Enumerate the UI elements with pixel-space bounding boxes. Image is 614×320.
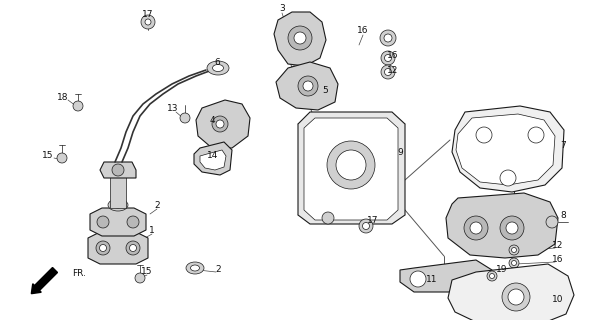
- Polygon shape: [88, 232, 148, 264]
- Circle shape: [141, 15, 155, 29]
- Circle shape: [380, 30, 396, 46]
- Ellipse shape: [212, 65, 223, 71]
- Text: 4: 4: [209, 116, 215, 124]
- Circle shape: [509, 258, 519, 268]
- Circle shape: [216, 120, 224, 128]
- Ellipse shape: [108, 199, 128, 211]
- Circle shape: [500, 170, 516, 186]
- Text: 16: 16: [357, 26, 369, 35]
- Circle shape: [528, 127, 544, 143]
- Circle shape: [384, 34, 392, 42]
- Polygon shape: [304, 118, 398, 220]
- Circle shape: [97, 216, 109, 228]
- Text: 12: 12: [553, 241, 564, 250]
- Circle shape: [509, 245, 519, 255]
- Text: 17: 17: [142, 10, 154, 19]
- Text: 18: 18: [57, 92, 69, 101]
- Polygon shape: [298, 112, 405, 224]
- Circle shape: [96, 241, 110, 255]
- Circle shape: [336, 150, 366, 180]
- Polygon shape: [274, 12, 326, 66]
- Circle shape: [500, 216, 524, 240]
- Text: 11: 11: [426, 276, 438, 284]
- Circle shape: [73, 101, 83, 111]
- Polygon shape: [110, 175, 126, 208]
- Circle shape: [294, 32, 306, 44]
- Circle shape: [546, 216, 558, 228]
- Text: 15: 15: [42, 150, 54, 159]
- Circle shape: [288, 26, 312, 50]
- Circle shape: [298, 76, 318, 96]
- Circle shape: [135, 273, 145, 283]
- Polygon shape: [196, 100, 250, 148]
- Text: 8: 8: [560, 211, 566, 220]
- Circle shape: [130, 244, 136, 252]
- Circle shape: [180, 113, 190, 123]
- Circle shape: [384, 54, 392, 61]
- Circle shape: [212, 116, 228, 132]
- Ellipse shape: [207, 61, 229, 75]
- Text: 7: 7: [560, 140, 566, 149]
- Polygon shape: [194, 142, 232, 175]
- Polygon shape: [276, 62, 338, 110]
- Text: 10: 10: [552, 295, 564, 305]
- Circle shape: [508, 289, 524, 305]
- Circle shape: [511, 247, 516, 252]
- Text: 16: 16: [387, 51, 398, 60]
- Circle shape: [511, 260, 516, 266]
- Polygon shape: [400, 260, 492, 292]
- Text: 1: 1: [149, 226, 155, 235]
- Circle shape: [99, 244, 106, 252]
- Circle shape: [381, 65, 395, 79]
- Ellipse shape: [190, 265, 200, 271]
- Circle shape: [290, 66, 298, 74]
- Circle shape: [145, 19, 151, 25]
- Text: 6: 6: [214, 58, 220, 67]
- Circle shape: [127, 216, 139, 228]
- Circle shape: [322, 212, 334, 224]
- Circle shape: [327, 141, 375, 189]
- Circle shape: [489, 274, 494, 278]
- Text: 2: 2: [154, 201, 160, 210]
- Circle shape: [487, 271, 497, 281]
- Text: 9: 9: [397, 148, 403, 156]
- Text: 3: 3: [279, 4, 285, 12]
- Text: 15: 15: [141, 268, 153, 276]
- Text: 19: 19: [496, 266, 508, 275]
- Circle shape: [359, 219, 373, 233]
- Text: 13: 13: [167, 103, 179, 113]
- Circle shape: [502, 283, 530, 311]
- Circle shape: [476, 127, 492, 143]
- Circle shape: [384, 68, 392, 76]
- Text: 2: 2: [215, 266, 221, 275]
- Circle shape: [464, 216, 488, 240]
- Polygon shape: [456, 114, 555, 185]
- Text: 17: 17: [367, 215, 379, 225]
- Text: 16: 16: [552, 255, 564, 265]
- Text: 12: 12: [387, 66, 398, 75]
- Ellipse shape: [186, 262, 204, 274]
- Polygon shape: [90, 208, 146, 236]
- Polygon shape: [448, 264, 574, 320]
- Text: 14: 14: [208, 150, 219, 159]
- Polygon shape: [452, 106, 564, 192]
- Polygon shape: [446, 193, 558, 258]
- Circle shape: [112, 164, 124, 176]
- Circle shape: [506, 222, 518, 234]
- Text: 5: 5: [322, 85, 328, 94]
- Ellipse shape: [113, 202, 123, 208]
- Circle shape: [57, 153, 67, 163]
- Circle shape: [303, 81, 313, 91]
- Polygon shape: [100, 162, 136, 178]
- Circle shape: [362, 222, 370, 229]
- Text: FR.: FR.: [72, 269, 86, 278]
- Circle shape: [410, 271, 426, 287]
- FancyArrow shape: [31, 268, 58, 294]
- Circle shape: [126, 241, 140, 255]
- Circle shape: [381, 51, 395, 65]
- Circle shape: [470, 222, 482, 234]
- Polygon shape: [200, 150, 226, 170]
